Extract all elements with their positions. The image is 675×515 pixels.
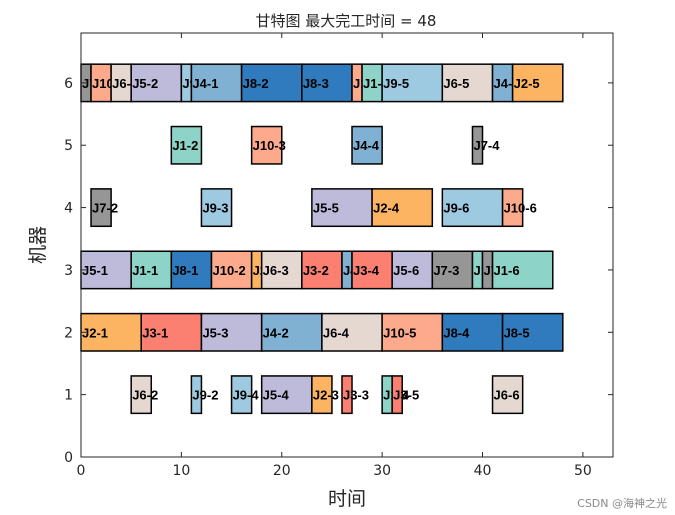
task-label: J5-3 bbox=[202, 325, 228, 340]
task-label: J10-2 bbox=[212, 263, 245, 278]
task-label: J4-4 bbox=[353, 138, 380, 153]
task-label: J9-5 bbox=[383, 76, 409, 91]
y-tick-label: 3 bbox=[64, 263, 73, 279]
x-tick-label: 20 bbox=[273, 463, 291, 479]
y-tick-label: 2 bbox=[64, 325, 73, 341]
task-label: J9-6 bbox=[443, 201, 469, 216]
task-label: J9-4 bbox=[233, 388, 260, 403]
y-tick-label: 4 bbox=[64, 201, 73, 217]
task-label: J1-1 bbox=[132, 263, 158, 278]
x-tick-label: 10 bbox=[172, 463, 190, 479]
y-tick-label: 6 bbox=[64, 76, 73, 92]
task-label: J2-4 bbox=[373, 201, 400, 216]
gantt-bar bbox=[140, 312, 203, 352]
axes-box bbox=[80, 32, 614, 458]
gantt-bar bbox=[301, 250, 343, 290]
gantt-bar bbox=[491, 375, 524, 415]
task-label: J7-2 bbox=[92, 201, 118, 216]
task-label: J4-1 bbox=[192, 76, 218, 91]
chart-title: 甘特图 最大完工时间 = 48 bbox=[256, 12, 437, 30]
task-label: J4-2 bbox=[263, 325, 289, 340]
gantt-bar bbox=[240, 63, 303, 103]
gantt-bar bbox=[471, 125, 484, 165]
task-label: J5-1 bbox=[82, 263, 108, 278]
gantt-bar bbox=[250, 125, 283, 165]
task-label: J8-2 bbox=[243, 76, 269, 91]
task-label: J7-4 bbox=[473, 138, 500, 153]
gantt-bar bbox=[371, 188, 434, 228]
task-label: J6-4 bbox=[323, 325, 350, 340]
task-label: J6-6 bbox=[494, 388, 520, 403]
task-label: J8-5 bbox=[504, 325, 530, 340]
gantt-bar bbox=[260, 312, 323, 352]
gantt-bar bbox=[230, 375, 253, 415]
task-label: J10-5 bbox=[383, 325, 416, 340]
task-label: J2-1 bbox=[82, 325, 108, 340]
task-label: J8-3 bbox=[303, 76, 329, 91]
task-label: J5-6 bbox=[393, 263, 419, 278]
task-label: J3-3 bbox=[343, 388, 369, 403]
task-label: J9-2 bbox=[192, 388, 218, 403]
gantt-bar bbox=[200, 188, 233, 228]
y-tick-label: 5 bbox=[64, 138, 73, 154]
x-tick-label: 0 bbox=[77, 463, 86, 479]
y-axis-label: 机器 bbox=[27, 226, 49, 264]
gantt-bar bbox=[501, 188, 524, 228]
x-axis-label: 时间 bbox=[328, 488, 366, 510]
task-label: J10-3 bbox=[253, 138, 286, 153]
task-label: J2-5 bbox=[514, 76, 540, 91]
y-tick-label: 0 bbox=[64, 450, 73, 466]
task-label: J2-3 bbox=[313, 388, 339, 403]
task-label: J5-5 bbox=[313, 201, 339, 216]
task-label: J3-5 bbox=[393, 388, 419, 403]
gantt-bar bbox=[491, 250, 554, 290]
task-label: J9-3 bbox=[202, 201, 228, 216]
gantt-bar bbox=[130, 63, 183, 103]
task-label: J6-3 bbox=[263, 263, 289, 278]
bars-layer: J7-1J10-1J6-1J5-2J9-1J4-1J8-2J8-3J10-4J1… bbox=[80, 63, 564, 415]
task-label: J1-2 bbox=[172, 138, 198, 153]
gantt-bar bbox=[90, 188, 112, 228]
gantt-bar bbox=[311, 375, 333, 415]
gantt-bar bbox=[501, 312, 564, 352]
gantt-bar bbox=[130, 375, 153, 415]
x-tick-label: 30 bbox=[373, 463, 391, 479]
task-label: J5-4 bbox=[263, 388, 290, 403]
task-label: J10-6 bbox=[504, 201, 537, 216]
task-label: J3-1 bbox=[142, 325, 168, 340]
gantt-bar bbox=[511, 63, 564, 103]
gantt-bar bbox=[311, 188, 373, 228]
x-tick-label: 40 bbox=[474, 463, 492, 479]
task-label: J6-5 bbox=[443, 76, 469, 91]
gantt-bar bbox=[391, 375, 403, 415]
gantt-bar bbox=[441, 188, 504, 228]
task-label: J6-2 bbox=[132, 388, 158, 403]
gantt-bar bbox=[260, 250, 303, 290]
task-label: J8-4 bbox=[443, 325, 470, 340]
task-label: J8-1 bbox=[172, 263, 198, 278]
gantt-bar bbox=[190, 63, 243, 103]
gantt-bar bbox=[351, 125, 383, 165]
gantt-bar bbox=[441, 63, 494, 103]
watermark: CSDN @海神之光 bbox=[577, 497, 667, 510]
gantt-bar bbox=[341, 375, 353, 415]
gantt-bar bbox=[210, 250, 253, 290]
task-label: J3-4 bbox=[353, 263, 380, 278]
ticks-layer: 0 10 20 30 40 50 0 1 2 3 4 5 6 bbox=[64, 33, 613, 479]
gantt-bar bbox=[351, 250, 393, 290]
task-label: J1-6 bbox=[494, 263, 520, 278]
task-label: J5-2 bbox=[132, 76, 158, 91]
y-tick-label: 1 bbox=[64, 388, 73, 404]
x-tick-label: 50 bbox=[574, 463, 592, 479]
task-label: J7-3 bbox=[433, 263, 459, 278]
gantt-bar bbox=[260, 375, 313, 415]
task-label: J3-2 bbox=[303, 263, 329, 278]
gantt-bar bbox=[190, 375, 203, 415]
gantt-bar bbox=[170, 125, 203, 165]
